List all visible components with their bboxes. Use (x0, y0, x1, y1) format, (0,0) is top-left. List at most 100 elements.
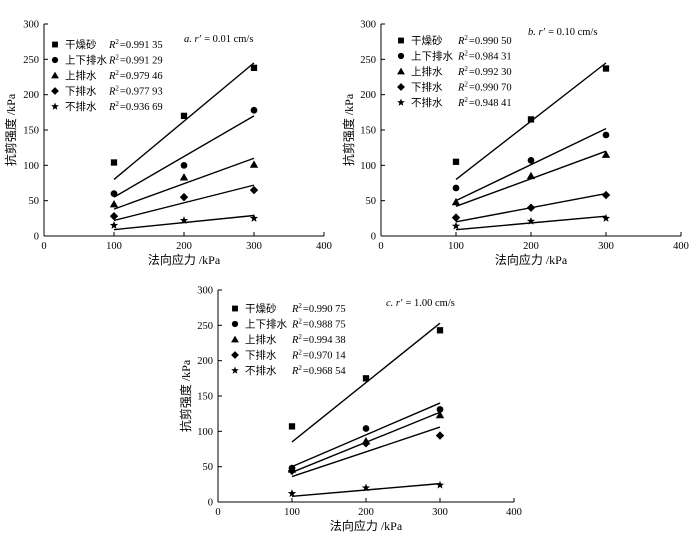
data-point-diamond (526, 203, 536, 212)
data-point-circle (527, 157, 535, 164)
chart-title-value: 1.00 cm/s (414, 298, 455, 309)
legend-r2-value: =0.991 29 (120, 56, 163, 67)
legend-r2-value: =0.990 50 (469, 36, 512, 47)
data-point-square (180, 112, 188, 120)
data-point-star (361, 483, 371, 492)
y-tick-label: 200 (360, 90, 376, 101)
x-tick-label: 300 (598, 241, 614, 252)
data-point-square (602, 65, 610, 72)
y-tick-label: 0 (34, 232, 39, 243)
legend-marker-triangle (231, 335, 239, 343)
chart-title: b. r′ = 0.10 cm/s (528, 27, 597, 38)
legend-r2: R2=0.990 75 (291, 302, 346, 315)
y-tick-label: 200 (23, 90, 39, 101)
legend-label: 不排水 (245, 364, 277, 377)
legend-r2: R2=0.991 35 (108, 38, 163, 51)
y-tick-label: 150 (23, 126, 39, 137)
legend-r2-value: =0.936 69 (120, 102, 163, 113)
legend-label: 上下排水 (65, 54, 107, 67)
data-point-square (362, 375, 370, 382)
legend: 干燥砂 R2=0.990 75 上下排水 R2=0.988 75 上排水 R2=0.994… (231, 302, 346, 377)
legend-r2-value: =0.988 75 (303, 320, 346, 331)
data-point-triangle (526, 171, 536, 180)
chart-title: a. r′ = 0.01 cm/s (184, 34, 253, 45)
y-tick-label: 300 (360, 20, 376, 31)
legend-r2: R2=0.948 41 (457, 96, 512, 109)
chart-title-prefix: a. r′ = (184, 34, 211, 45)
fit-line-series-2 (113, 115, 255, 198)
data-point-diamond (287, 466, 297, 476)
data-point-star (179, 216, 189, 224)
legend-r2-value: =0.994 38 (303, 335, 346, 346)
data-point-star (526, 216, 536, 225)
legend-r2: R2=0.977 93 (108, 85, 163, 98)
data-point-star (601, 213, 611, 222)
legend-marker-circle (397, 52, 405, 60)
legend-marker-circle (231, 320, 239, 328)
y-tick-label: 50 (203, 462, 214, 473)
data-point-circle (362, 425, 370, 432)
legend-r2-value: =0.990 70 (469, 83, 512, 94)
data-point-star (249, 213, 259, 222)
legend-r2-value: =0.992 30 (469, 67, 512, 78)
data-point-circle (180, 161, 188, 169)
x-tick-label: 300 (246, 241, 262, 252)
legend-label: 上下排水 (411, 50, 453, 63)
x-tick-label: 100 (106, 241, 122, 252)
y-tick-label: 50 (29, 196, 40, 207)
chart-panel-c: 0 50 100 150 200 250 300 0 100 200 300 400 法向应力 /kPa… (178, 286, 522, 534)
fit-line-series-4 (113, 184, 255, 222)
legend-marker-square (398, 37, 404, 44)
y-tick-label: 0 (208, 498, 213, 509)
data-point-triangle (601, 150, 611, 158)
y-tick-label: 50 (366, 196, 377, 207)
legend-marker-star (397, 98, 405, 106)
x-tick-label: 0 (378, 241, 383, 252)
legend-r2: R2=0.984 31 (457, 50, 512, 63)
legend-marker-diamond (231, 351, 239, 359)
x-axis-label: 法向应力 /kPa (495, 252, 568, 267)
chart-title-value: 0.10 cm/s (557, 27, 598, 38)
legend-r2: R2=0.988 75 (291, 318, 346, 331)
legend-label: 下排水 (411, 81, 443, 94)
data-point-square (527, 116, 535, 123)
y-tick-label: 100 (197, 427, 213, 438)
data-point-diamond (451, 213, 461, 222)
legend-label: 上排水 (245, 333, 277, 346)
x-tick-label: 300 (432, 507, 448, 518)
data-point-square (452, 158, 460, 165)
x-tick-label: 400 (673, 241, 689, 252)
data-point-square (288, 423, 296, 430)
legend-label: 上排水 (65, 69, 97, 82)
data-point-circle (452, 184, 460, 192)
legend-r2: R2=0.979 46 (108, 69, 163, 82)
legend-marker-circle (51, 56, 59, 64)
data-point-diamond (601, 190, 611, 200)
chart-title-value: 0.01 cm/s (213, 34, 254, 45)
data-point-square (250, 64, 258, 71)
y-tick-label: 250 (23, 55, 39, 66)
y-tick-label: 200 (197, 356, 213, 367)
data-point-circle (436, 406, 444, 413)
fit-line-series-1 (291, 322, 441, 443)
legend-label: 不排水 (411, 96, 443, 109)
legend-label: 上下排水 (245, 318, 287, 331)
data-point-diamond (179, 192, 189, 202)
legend-marker-square (52, 41, 58, 48)
legend-marker-square (232, 305, 238, 312)
x-tick-label: 400 (316, 241, 332, 252)
y-tick-label: 150 (197, 392, 213, 403)
legend-marker-star (51, 102, 59, 110)
legend-label: 干燥砂 (245, 302, 277, 315)
data-point-triangle (435, 410, 445, 419)
data-point-diamond (109, 212, 119, 221)
legend-marker-star (231, 366, 239, 374)
legend-r2: R2=0.936 69 (108, 100, 163, 113)
data-point-circle (250, 106, 258, 114)
legend-r2: R2=0.992 30 (457, 65, 512, 78)
legend-r2-value: =0.970 14 (303, 351, 346, 362)
legend-label: 干燥砂 (65, 38, 97, 51)
y-tick-label: 150 (360, 126, 376, 137)
x-tick-label: 100 (284, 507, 300, 518)
